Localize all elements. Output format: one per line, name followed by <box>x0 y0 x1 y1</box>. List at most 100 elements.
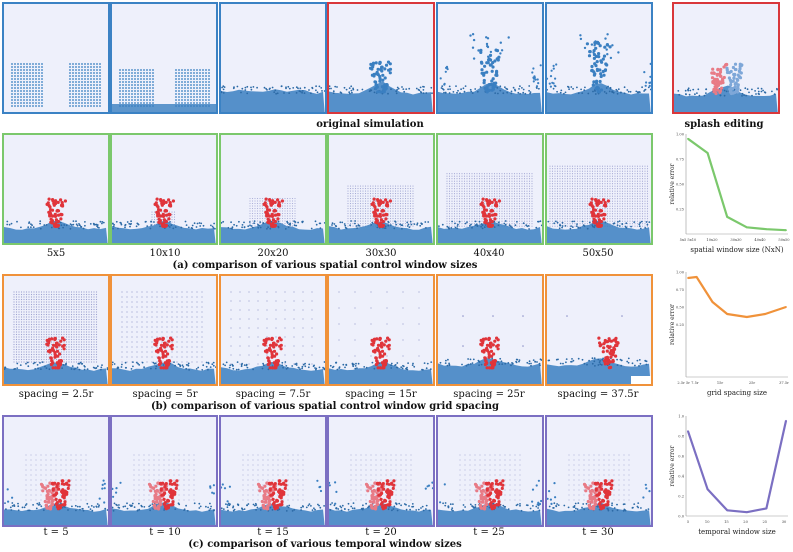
row-c-label-6: t = 30 <box>582 527 614 538</box>
splash-editing-frame <box>672 2 780 114</box>
spatial-size-frame-5 <box>436 133 544 245</box>
data-point <box>726 313 729 315</box>
row-b-label-6: spacing = 37.5r <box>557 389 639 400</box>
row-b-label-3: spacing = 7.5r <box>235 389 311 400</box>
y-tick-label: 0.75 <box>676 288 685 292</box>
data-point <box>687 430 689 433</box>
spatial-size-frame-3 <box>219 133 327 245</box>
grid-spacing-frame-6 <box>545 274 653 386</box>
y-tick-label: 0.4 <box>678 475 684 479</box>
grid-spacing-frame-4 <box>327 274 435 386</box>
x-tick-label: 15r <box>717 381 724 385</box>
chart-grid-spacing: 1.00 0.75 0.50 0.25 2.5r 5r 7.5r 15r 25r 37.5r r… <box>669 271 789 398</box>
row-b-caption: (b) comparison of various spatial contro… <box>150 401 500 412</box>
row-c-label-5: t = 25 <box>473 527 505 538</box>
row-c-label-1: t = 5 <box>43 527 69 538</box>
temporal-frame-6 <box>545 415 653 527</box>
row-a-label-5: 40x40 <box>473 248 505 259</box>
spatial-size-frame-4 <box>327 133 435 245</box>
row-a-label-4: 30x30 <box>365 248 397 259</box>
data-point <box>706 488 709 491</box>
x-axis-label: spatial window size (NxN) <box>690 246 783 254</box>
x-tick-label: 10 <box>705 520 710 524</box>
x-tick-label: 2.5r 5r 7.5r <box>677 381 698 385</box>
temporal-frame-5 <box>436 415 544 527</box>
data-point <box>785 229 787 232</box>
y-axis-label: relative error <box>669 304 676 345</box>
y-tick-label: 0.50 <box>676 183 685 187</box>
row-b-label-2: spacing = 5r <box>132 389 198 400</box>
data-point <box>726 509 729 512</box>
spatial-size-frame-1 <box>2 133 110 245</box>
series-line <box>686 420 788 514</box>
temporal-frame-1 <box>2 415 110 527</box>
x-tick-label: 10x20 <box>706 238 718 242</box>
row-a-caption: (a) comparison of various spatial contro… <box>172 260 478 271</box>
y-tick-label: 0.6 <box>678 455 684 459</box>
row-c-label-2: t = 10 <box>149 527 181 538</box>
original-simulation-caption: original simulation <box>316 119 424 130</box>
y-tick-label: 0.2 <box>678 495 684 499</box>
x-tick-label: 30 <box>782 520 787 524</box>
original-frame-6 <box>545 2 653 114</box>
series-line <box>687 275 787 319</box>
row-c-label-3: t = 15 <box>257 527 289 538</box>
data-point <box>687 137 689 140</box>
y-axis-label: relative error <box>669 445 676 486</box>
data-point <box>745 511 748 514</box>
row-a-label-6: 50x50 <box>582 248 614 259</box>
x-tick-label: 40x40 <box>754 238 766 242</box>
x-tick-label: 37.5r <box>779 381 789 385</box>
temporal-frame-4 <box>327 415 435 527</box>
x-tick-label: 15 <box>724 520 729 524</box>
row-b-label-5: spacing = 25r <box>453 389 525 400</box>
temporal-frame-3 <box>219 415 327 527</box>
y-tick-label: 1.00 <box>676 271 685 275</box>
y-axis-label: relative error <box>669 163 676 204</box>
x-tick-label: 5x5 5x10 <box>680 238 697 242</box>
original-frame-1 <box>2 2 110 114</box>
y-tick-label: 1.0 <box>678 415 684 419</box>
x-tick-label: 30x30 <box>730 238 742 242</box>
grid-spacing-frame-1 <box>2 274 110 386</box>
original-frame-4 <box>327 2 435 114</box>
grid-spacing-frame-2 <box>110 274 218 386</box>
y-tick-label: 0.8 <box>678 435 684 439</box>
data-point <box>687 277 689 279</box>
chart-spatial-window-size: 1.00 0.75 0.50 0.25 5x5 5x10 10x20 30x30 40x40 5… <box>669 133 790 255</box>
x-tick-label: 25r <box>749 381 756 385</box>
row-c-label-4: t = 20 <box>365 527 397 538</box>
y-tick-label: 0.0 <box>678 515 684 519</box>
y-tick-label: 0.75 <box>676 158 685 162</box>
data-point <box>785 306 787 308</box>
y-tick-label: 1.00 <box>676 133 685 137</box>
temporal-frame-2 <box>110 415 218 527</box>
original-frame-2 <box>110 2 218 114</box>
y-tick-label: 0.25 <box>676 323 685 327</box>
splash-editing-caption: splash editing <box>684 119 764 130</box>
grid-spacing-frame-3 <box>219 274 327 386</box>
row-a-label-2: 10x10 <box>149 248 181 259</box>
data-point <box>745 316 748 318</box>
data-point <box>764 313 767 315</box>
x-tick-label: 20 <box>743 520 748 524</box>
x-axis-label: grid spacing size <box>707 389 767 397</box>
data-point <box>695 276 698 278</box>
series-line <box>687 137 787 232</box>
x-axis-label: temporal window size <box>698 528 776 536</box>
y-tick-label: 0.25 <box>676 208 685 212</box>
spatial-size-frame-6 <box>545 133 653 245</box>
original-frame-5 <box>436 2 544 114</box>
data-point <box>706 152 709 154</box>
data-point <box>785 419 787 422</box>
data-point <box>726 216 729 218</box>
data-point <box>745 226 748 229</box>
row-c-caption: (c) comparison of various temporal windo… <box>188 539 462 550</box>
original-frame-3 <box>219 2 327 114</box>
spatial-size-frame-2 <box>110 133 218 245</box>
data-point <box>765 507 768 510</box>
x-tick-label: 5 <box>687 520 690 524</box>
row-b-label-1: spacing = 2.5r <box>18 389 94 400</box>
x-tick-label: 50x50 <box>778 238 790 242</box>
row-b-label-4: spacing = 15r <box>345 389 417 400</box>
